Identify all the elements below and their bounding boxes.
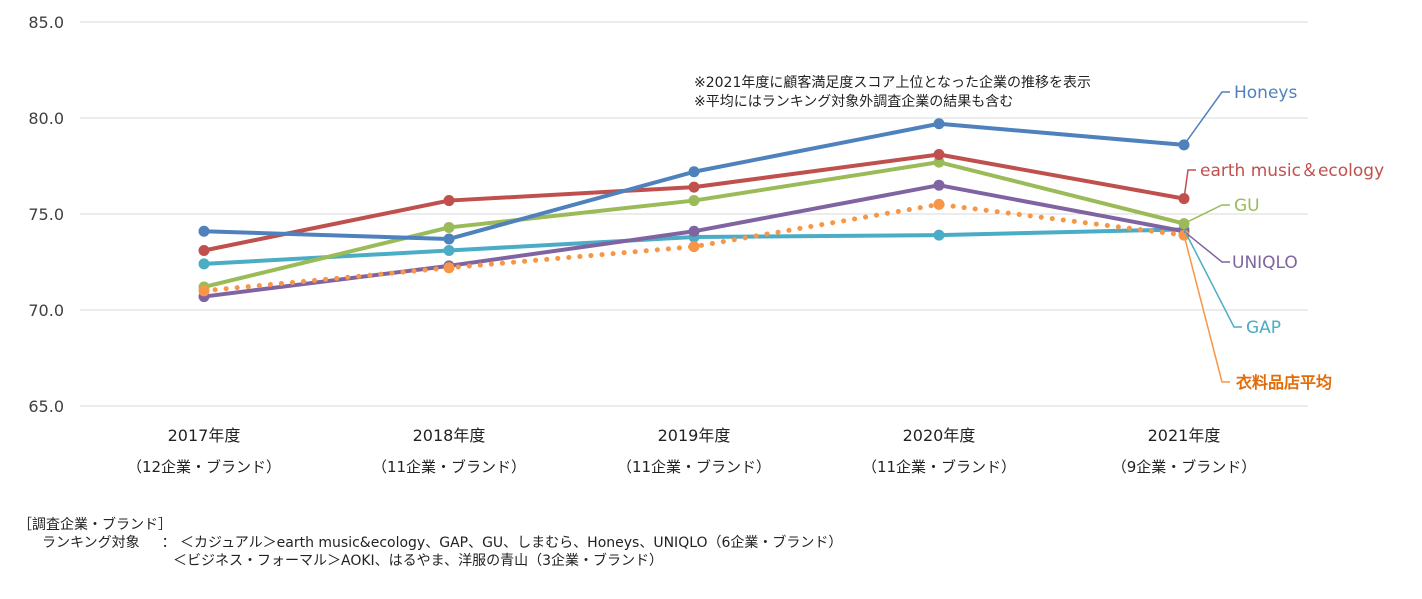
leader-line	[1183, 230, 1230, 263]
leader-line	[1183, 204, 1230, 225]
series-label: Honeys	[1234, 83, 1297, 103]
data-point	[933, 118, 945, 130]
x-tick-sublabel: （11企業・ブランド）	[372, 458, 526, 476]
data-point	[688, 195, 700, 207]
chart-note: ※平均にはランキング対象外調査企業の結果も含む	[694, 93, 1013, 110]
x-tick-label: 2021年度	[1148, 426, 1221, 445]
chart-notes: ※2021年度に顧客満足度スコア上位となった企業の推移を表示 ※平均にはランキング…	[694, 74, 1091, 110]
y-tick-label: 75.0	[28, 205, 64, 224]
x-tick-label: 2020年度	[903, 426, 976, 445]
data-point	[688, 181, 700, 193]
data-point	[198, 225, 210, 237]
data-point	[688, 225, 700, 237]
line-chart: 65.070.075.080.085.0 2017年度（12企業・ブランド）20…	[28, 13, 1384, 476]
y-tick-label: 70.0	[28, 301, 64, 320]
series-lines	[198, 118, 1190, 303]
data-point	[443, 244, 455, 256]
data-point	[443, 221, 455, 233]
y-tick-label: 85.0	[28, 13, 64, 32]
series-label: 衣料品店平均	[1236, 373, 1332, 392]
footnote-heading: ［調査企業・ブランド］	[18, 517, 172, 533]
data-point	[933, 156, 945, 168]
y-tick-label: 65.0	[28, 397, 64, 416]
data-point	[443, 195, 455, 207]
footnote-line-2: ＜ビジネス・フォーマル＞AOKI、はるやま、洋服の青山（3企業・ブランド）	[173, 553, 664, 569]
x-tick-label: 2019年度	[658, 426, 731, 445]
leader-line	[1183, 169, 1196, 199]
footnote-casual: ＜カジュアル＞earth music&ecology、GAP、GU、しまむら、H…	[180, 535, 843, 551]
x-tick-sublabel: （11企業・ブランド）	[862, 458, 1016, 476]
footnote: ［調査企業・ブランド］ ランキング対象 ： ＜カジュアル＞earth music&…	[18, 516, 842, 570]
series-label: UNIQLO	[1232, 253, 1298, 273]
x-tick-label: 2017年度	[168, 426, 241, 445]
footnote-colon: ：	[161, 535, 176, 551]
gridlines	[80, 21, 1308, 407]
leader-line	[1183, 91, 1230, 146]
series-label: earth music＆ecology	[1200, 161, 1384, 181]
chart-note: ※2021年度に顧客満足度スコア上位となった企業の推移を表示	[694, 74, 1091, 91]
data-point	[688, 241, 700, 253]
data-point	[688, 166, 700, 178]
footnote-target-label: ランキング対象	[42, 535, 140, 551]
y-axis: 65.0 70.0 75.0 80.0 85.0	[28, 13, 64, 416]
x-tick-sublabel: （9企業・ブランド）	[1112, 458, 1257, 476]
series-line	[201, 201, 1187, 294]
series-labels: Honeys earth music＆ecology GU UNIQLO GAP 衣料品店…	[1183, 83, 1384, 392]
footnote-line-1: ランキング対象 ： ＜カジュアル＞earth music&ecology、GAP、…	[18, 534, 842, 552]
data-point	[443, 233, 455, 245]
data-point	[933, 148, 945, 160]
series-line	[202, 160, 1186, 289]
leader-line	[1183, 229, 1242, 328]
data-point	[198, 258, 210, 270]
x-tick-sublabel: （11企業・ブランド）	[617, 458, 771, 476]
data-point	[198, 285, 210, 297]
x-tick-sublabel: （12企業・ブランド）	[127, 458, 281, 476]
series-label: GU	[1234, 196, 1260, 216]
data-point	[933, 179, 945, 191]
leader-line	[1183, 234, 1230, 383]
x-tick-label: 2018年度	[413, 426, 486, 445]
data-point	[933, 198, 945, 210]
data-point	[933, 229, 945, 241]
y-tick-label: 80.0	[28, 109, 64, 128]
x-axis: 2017年度 （12企業・ブランド） 2018年度 （11企業・ブランド） 2019年度…	[127, 426, 1256, 476]
data-point	[198, 244, 210, 256]
data-point	[443, 262, 455, 274]
series-label: GAP	[1246, 318, 1281, 338]
